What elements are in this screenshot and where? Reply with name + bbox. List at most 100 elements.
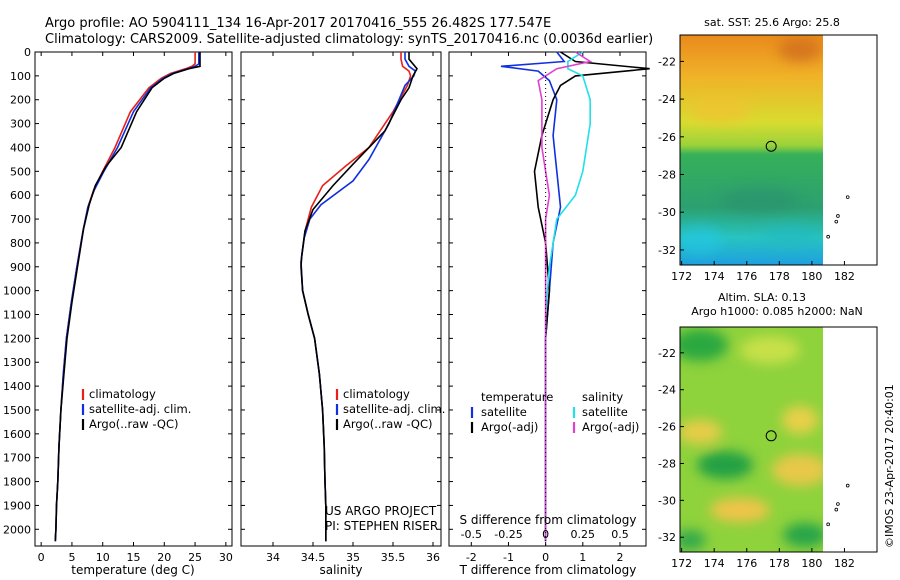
lat-tick-label: -32	[658, 244, 676, 257]
depth-tick-label: 1600	[3, 428, 31, 441]
series-line-2	[544, 51, 592, 542]
series-line-1	[533, 51, 650, 542]
x-tick-label: 0	[38, 551, 45, 564]
lon-tick-label: 172	[671, 557, 692, 570]
lat-tick-label: -24	[658, 384, 676, 397]
t-difference-xlabel: T difference from climatology	[459, 563, 637, 577]
x-tick-label: 35.5	[381, 551, 406, 564]
legend-label: Argo(-adj)	[481, 420, 538, 434]
s-difference-tick-label: 0.25	[571, 528, 596, 541]
depth-tick-label: 1800	[3, 476, 31, 489]
series-line-0	[500, 51, 566, 542]
depth-tick-label: 100	[10, 70, 31, 83]
s-difference-tick-label: 0	[542, 528, 549, 541]
x-tick-label: 34	[266, 551, 280, 564]
x-tick-label: 25	[188, 551, 202, 564]
lat-tick-label: -32	[658, 531, 676, 544]
lon-tick-label: 172	[671, 270, 692, 283]
project-annotation-line-1: US ARGO PROJECT	[325, 504, 437, 518]
depth-tick-label: 1400	[3, 380, 31, 393]
lon-tick-label: 178	[769, 270, 790, 283]
sla-map-title-2: Argo h1000: 0.085 h2000: NaN	[691, 305, 863, 318]
depth-tick-label: 300	[10, 118, 31, 131]
sst-map-title: sat. SST: 25.6 Argo: 25.8	[704, 16, 840, 29]
project-annotation-line-2: PI: STEPHEN RISER	[325, 519, 438, 533]
argo-float-marker	[765, 140, 777, 152]
series-line-1	[300, 52, 417, 542]
x-tick-label: 0	[542, 551, 549, 564]
depth-tick-label: 1900	[3, 499, 31, 512]
depth-tick-label: 600	[10, 189, 31, 202]
header-line-2: Climatology: CARS2009. Satellite-adjuste…	[45, 32, 653, 47]
sla-field	[680, 327, 823, 552]
legend-label: Argo(..raw -QC)	[343, 417, 433, 431]
island-outline	[845, 195, 850, 199]
sla-map-panel: Altim. SLA: 0.13 Argo h1000: 0.085 h2000…	[658, 291, 878, 570]
depth-tick-label: 900	[10, 261, 31, 274]
salinity-axes-frame	[240, 51, 442, 547]
depth-tick-label: 1100	[3, 309, 31, 322]
imos-stamp: ©IMOS 23-Apr-2017 20:40:01	[883, 384, 896, 548]
legend-label: climatology	[343, 387, 410, 401]
x-tick-label: 36	[426, 551, 440, 564]
x-tick-label: 1	[579, 551, 586, 564]
x-tick-label: 15	[127, 551, 141, 564]
salinity-xlabel: salinity	[319, 563, 362, 577]
s-difference-tick-label: -0.25	[494, 528, 522, 541]
depth-tick-label: 400	[10, 141, 31, 154]
depth-tick-label: 0	[24, 46, 31, 59]
s-difference-tick-label: 0.5	[611, 528, 629, 541]
x-tick-label: 30	[219, 551, 233, 564]
lon-tick-label: 174	[704, 270, 725, 283]
legend-label: satellite-adj. clim.	[89, 402, 191, 416]
series-line-2	[300, 52, 418, 542]
x-tick-label: 5	[68, 551, 75, 564]
lon-tick-label: 182	[834, 270, 855, 283]
sst-map-frame	[679, 34, 878, 266]
lat-tick-label: -22	[658, 347, 676, 360]
lon-tick-label: 176	[736, 270, 757, 283]
lon-tick-label: 176	[736, 557, 757, 570]
legend-label: satellite	[582, 405, 628, 419]
lat-tick-label: -26	[658, 131, 676, 144]
lat-tick-label: -28	[658, 457, 676, 470]
depth-tick-label: 700	[10, 213, 31, 226]
series-line-0	[54, 52, 196, 542]
lat-tick-label: -24	[658, 93, 676, 106]
lon-tick-label: 174	[704, 557, 725, 570]
lat-tick-label: -22	[658, 55, 676, 68]
legend-label: Argo(-adj)	[582, 420, 639, 434]
temperature-axes-frame	[34, 51, 233, 547]
x-tick-label: 20	[157, 551, 171, 564]
temperature-panel: 0 5 10 15 20 25 30 0 100 200 300 400 500 600 700 800 90…	[3, 46, 233, 577]
depth-tick-label: 800	[10, 237, 31, 250]
legend-label: Argo(..raw -QC)	[89, 417, 179, 431]
island-outline	[845, 483, 850, 488]
lat-tick-label: -30	[658, 206, 676, 219]
lon-tick-label: 180	[801, 270, 822, 283]
series-line-1	[54, 52, 200, 542]
lon-tick-label: 180	[801, 557, 822, 570]
sst-map-panel: sat. SST: 25.6 Argo: 25.8 172 174 176 178 18…	[658, 16, 878, 283]
legend-label: climatology	[89, 387, 156, 401]
depth-tick-label: 1700	[3, 452, 31, 465]
sla-map-frame	[679, 326, 878, 553]
depth-tick-label: 500	[10, 165, 31, 178]
lon-tick-label: 182	[834, 557, 855, 570]
series-line-0	[300, 52, 412, 542]
x-tick-label: 10	[96, 551, 110, 564]
depth-tick-label: 1200	[3, 332, 31, 345]
island-outline	[826, 522, 830, 527]
sst-field	[680, 35, 823, 265]
lon-tick-label: 178	[769, 557, 790, 570]
x-tick-label: -1	[503, 551, 514, 564]
s-difference-tick-label: -0.5	[461, 528, 482, 541]
difference-panel: -2 -1 0 1 2 T difference from climatology S …	[448, 51, 650, 577]
legend-group-heading: temperature	[481, 390, 553, 404]
legend-label: satellite	[481, 405, 527, 419]
island-outline	[834, 507, 839, 512]
island-outline	[836, 502, 840, 506]
series-line-3	[537, 51, 593, 542]
depth-tick-label: 200	[10, 94, 31, 107]
